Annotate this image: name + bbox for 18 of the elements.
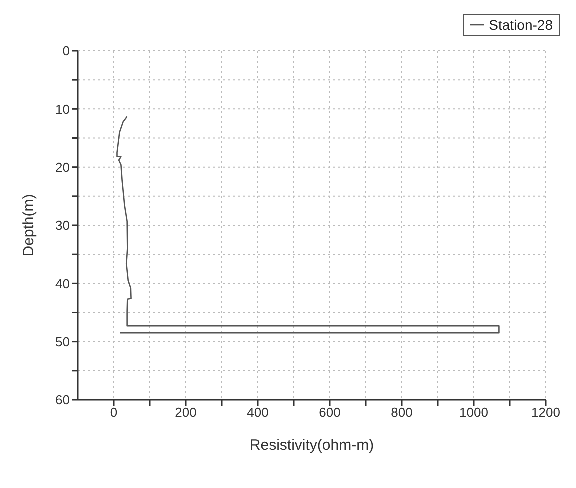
x-tick-label: 1000 <box>460 405 488 420</box>
legend-label: Station-28 <box>489 17 553 33</box>
x-tick-label: 400 <box>247 405 269 420</box>
y-tick-label: 50 <box>56 334 70 350</box>
x-axis-title: Resistivity(ohm-m) <box>250 437 374 454</box>
x-tick-label: 1200 <box>532 405 560 420</box>
y-tick-label: 20 <box>56 160 70 175</box>
x-tick-label: 0 <box>110 405 118 420</box>
x-tick-label: 800 <box>391 405 413 420</box>
y-tick-label: 30 <box>56 218 70 234</box>
y-tick-label: 60 <box>56 392 70 408</box>
y-tick-label: 10 <box>56 102 70 117</box>
y-tick-label: 40 <box>56 276 70 292</box>
y-axis-title: Depth(m) <box>20 194 38 257</box>
line-series <box>116 116 500 334</box>
y-tick-label: 0 <box>62 44 70 59</box>
x-tick-label: 200 <box>175 405 197 420</box>
x-tick-label: 600 <box>319 405 341 420</box>
